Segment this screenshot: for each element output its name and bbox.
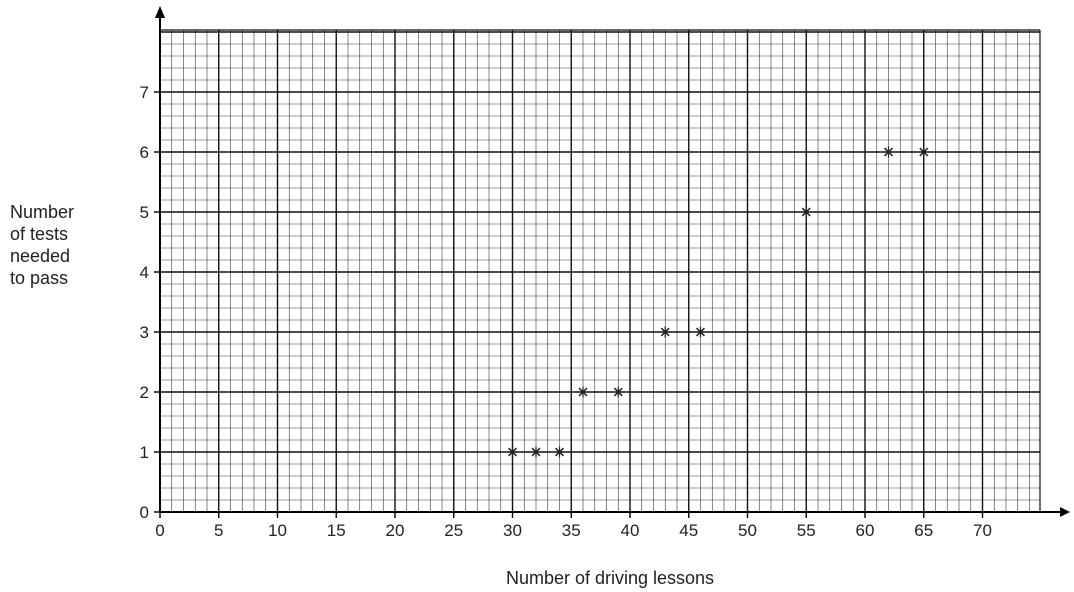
x-tick-label: 55: [797, 521, 816, 540]
x-tick-label: 30: [503, 521, 522, 540]
axes: [154, 6, 1070, 518]
x-tick-label: 25: [444, 521, 463, 540]
y-axis-label-line: needed: [10, 246, 70, 266]
x-tick-label: 0: [155, 521, 164, 540]
x-axis-label: Number of driving lessons: [506, 568, 714, 588]
x-tick-label: 40: [621, 521, 640, 540]
y-axis-label: Number of tests needed to pass: [10, 202, 74, 288]
x-tick-label: 60: [856, 521, 875, 540]
x-tick-label: 50: [738, 521, 757, 540]
x-tick-label: 10: [268, 521, 287, 540]
y-tick-label: 2: [140, 383, 149, 402]
minor-grid: [160, 30, 1040, 512]
x-tick-label: 15: [327, 521, 346, 540]
data-point: [801, 206, 811, 218]
y-tick-label: 3: [140, 323, 149, 342]
x-tick-label: 5: [214, 521, 223, 540]
data-point: [555, 446, 564, 458]
y-axis-arrow: [155, 6, 165, 18]
y-tick-label: 7: [140, 83, 149, 102]
data-point: [613, 386, 623, 398]
y-axis-label-line: Number: [10, 202, 74, 222]
x-tick-label: 35: [562, 521, 581, 540]
y-tick-labels: 0 1 2 3 4 5 6 7: [140, 83, 149, 522]
data-point: [660, 326, 670, 338]
x-tick-label: 20: [386, 521, 405, 540]
y-tick-label: 6: [140, 143, 149, 162]
x-axis-arrow: [1060, 507, 1070, 517]
y-tick-label: 0: [140, 503, 149, 522]
data-point: [884, 146, 893, 158]
data-point: [508, 446, 517, 458]
x-tick-label: 70: [973, 521, 992, 540]
data-point: [578, 386, 588, 398]
data-points: [508, 146, 929, 458]
y-tick-label: 4: [140, 263, 149, 282]
y-axis-label-line: to pass: [10, 268, 68, 288]
data-point: [919, 146, 929, 158]
y-axis-label-line: of tests: [10, 224, 68, 244]
x-tick-label: 65: [914, 521, 933, 540]
data-point: [696, 326, 705, 338]
x-tick-label: 45: [679, 521, 698, 540]
major-grid: [159, 29, 1041, 513]
x-tick-labels: 0 5 10 15 20 25 30 35 40 45 50 55 60 65 70: [155, 521, 992, 540]
y-tick-label: 1: [140, 443, 149, 462]
y-tick-label: 5: [140, 203, 149, 222]
data-point: [531, 446, 541, 458]
